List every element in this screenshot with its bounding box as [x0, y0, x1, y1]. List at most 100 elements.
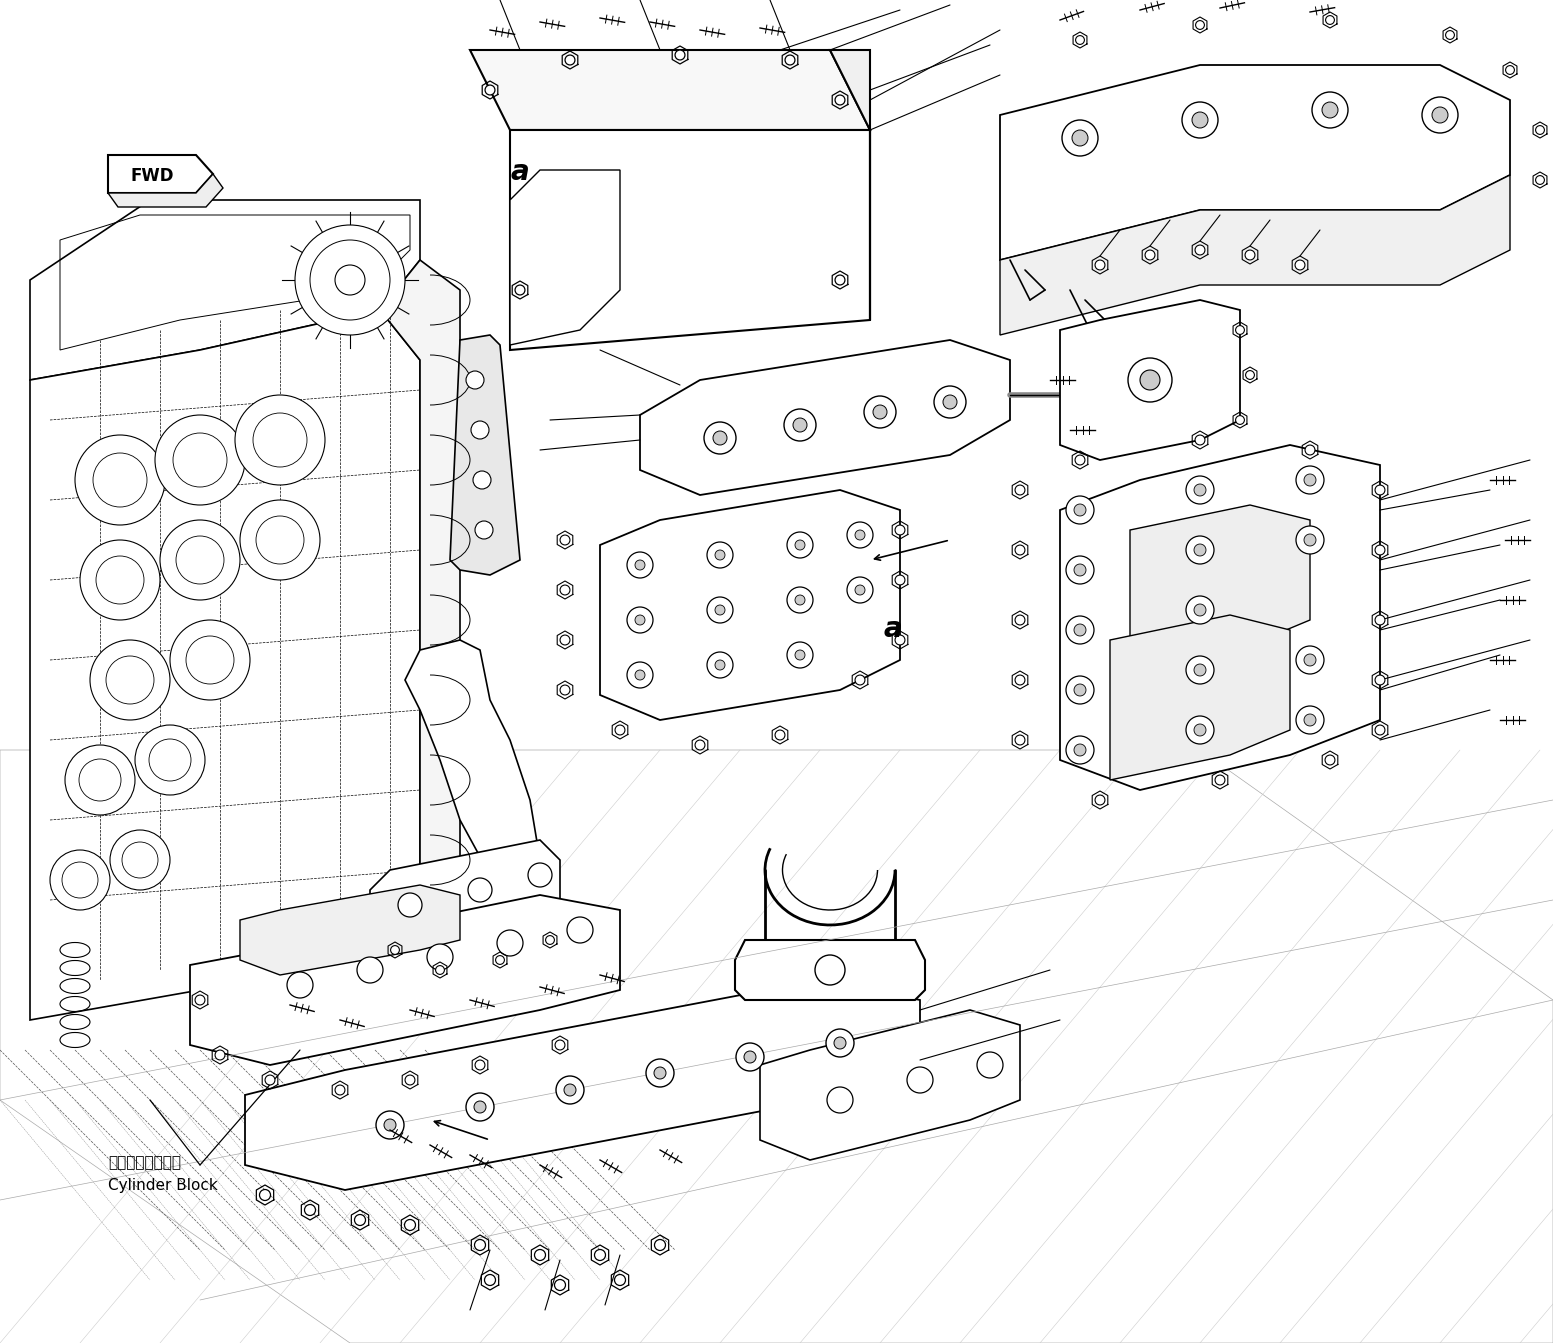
Polygon shape — [1131, 505, 1311, 670]
Circle shape — [1194, 663, 1207, 676]
Circle shape — [1095, 795, 1104, 804]
Circle shape — [376, 1111, 404, 1139]
Circle shape — [62, 862, 98, 898]
Circle shape — [784, 410, 815, 441]
Text: FWD: FWD — [130, 167, 174, 185]
Circle shape — [1065, 496, 1093, 524]
Circle shape — [856, 586, 865, 595]
Circle shape — [1374, 725, 1385, 735]
Circle shape — [714, 551, 725, 560]
Circle shape — [1182, 102, 1218, 138]
Text: a: a — [884, 615, 902, 642]
Polygon shape — [380, 261, 460, 940]
Polygon shape — [1000, 64, 1510, 261]
Polygon shape — [0, 749, 1553, 1343]
Circle shape — [404, 1219, 416, 1230]
Circle shape — [1194, 724, 1207, 736]
Circle shape — [186, 637, 235, 684]
Polygon shape — [829, 50, 870, 320]
Circle shape — [295, 226, 405, 334]
Circle shape — [556, 1076, 584, 1104]
Circle shape — [561, 535, 570, 545]
Polygon shape — [1110, 615, 1291, 780]
Circle shape — [1075, 504, 1086, 516]
Circle shape — [744, 1052, 756, 1064]
Circle shape — [1062, 120, 1098, 156]
Circle shape — [467, 878, 492, 902]
Circle shape — [627, 552, 652, 577]
Polygon shape — [30, 200, 419, 380]
Circle shape — [1016, 735, 1025, 745]
Circle shape — [335, 1085, 345, 1095]
Circle shape — [714, 659, 725, 670]
Polygon shape — [759, 1010, 1020, 1160]
Circle shape — [615, 725, 624, 735]
Circle shape — [1536, 176, 1544, 184]
Polygon shape — [109, 154, 213, 193]
Circle shape — [627, 607, 652, 633]
Circle shape — [635, 670, 644, 680]
Circle shape — [1072, 130, 1089, 146]
Circle shape — [654, 1066, 666, 1078]
Circle shape — [1196, 435, 1205, 445]
Circle shape — [554, 1280, 565, 1291]
Text: Cylinder Block: Cylinder Block — [109, 1178, 217, 1193]
Circle shape — [1505, 66, 1514, 74]
Circle shape — [1305, 445, 1315, 455]
Circle shape — [856, 676, 865, 685]
Circle shape — [160, 520, 241, 600]
Circle shape — [304, 1205, 315, 1215]
Circle shape — [846, 577, 873, 603]
Circle shape — [646, 1060, 674, 1086]
Circle shape — [466, 1093, 494, 1121]
Circle shape — [1145, 250, 1155, 261]
Circle shape — [836, 275, 845, 285]
Circle shape — [75, 435, 165, 525]
Circle shape — [1236, 415, 1244, 424]
Circle shape — [1423, 97, 1458, 133]
Circle shape — [564, 1084, 576, 1096]
Circle shape — [1075, 684, 1086, 696]
Circle shape — [1297, 706, 1325, 735]
Circle shape — [828, 1086, 853, 1113]
Circle shape — [1065, 556, 1093, 584]
Circle shape — [1322, 102, 1339, 118]
Circle shape — [175, 536, 224, 584]
Circle shape — [474, 471, 491, 489]
Circle shape — [1186, 475, 1214, 504]
Circle shape — [615, 1275, 626, 1285]
Circle shape — [485, 85, 495, 95]
Circle shape — [565, 55, 575, 64]
Circle shape — [1016, 485, 1025, 496]
Polygon shape — [471, 50, 870, 130]
Circle shape — [1016, 545, 1025, 555]
Circle shape — [834, 1037, 846, 1049]
Polygon shape — [241, 885, 460, 975]
Circle shape — [384, 1119, 396, 1131]
Circle shape — [1193, 111, 1208, 128]
Circle shape — [90, 641, 169, 720]
Circle shape — [933, 385, 966, 418]
Circle shape — [856, 530, 865, 540]
Circle shape — [135, 725, 205, 795]
Circle shape — [943, 395, 957, 410]
Circle shape — [485, 1275, 495, 1285]
Circle shape — [1075, 624, 1086, 637]
Circle shape — [1075, 744, 1086, 756]
Circle shape — [795, 595, 804, 604]
Circle shape — [259, 1190, 270, 1201]
Polygon shape — [245, 980, 919, 1190]
Circle shape — [357, 958, 384, 983]
Circle shape — [1127, 359, 1173, 402]
Circle shape — [528, 864, 551, 886]
Circle shape — [81, 540, 160, 620]
Circle shape — [534, 1249, 545, 1261]
Circle shape — [635, 615, 644, 624]
Circle shape — [1186, 655, 1214, 684]
Circle shape — [474, 1101, 486, 1113]
Circle shape — [405, 1074, 415, 1085]
Text: シリンダブロック: シリンダブロック — [109, 1155, 182, 1170]
Circle shape — [1374, 615, 1385, 624]
Circle shape — [1297, 466, 1325, 494]
Circle shape — [391, 945, 399, 955]
